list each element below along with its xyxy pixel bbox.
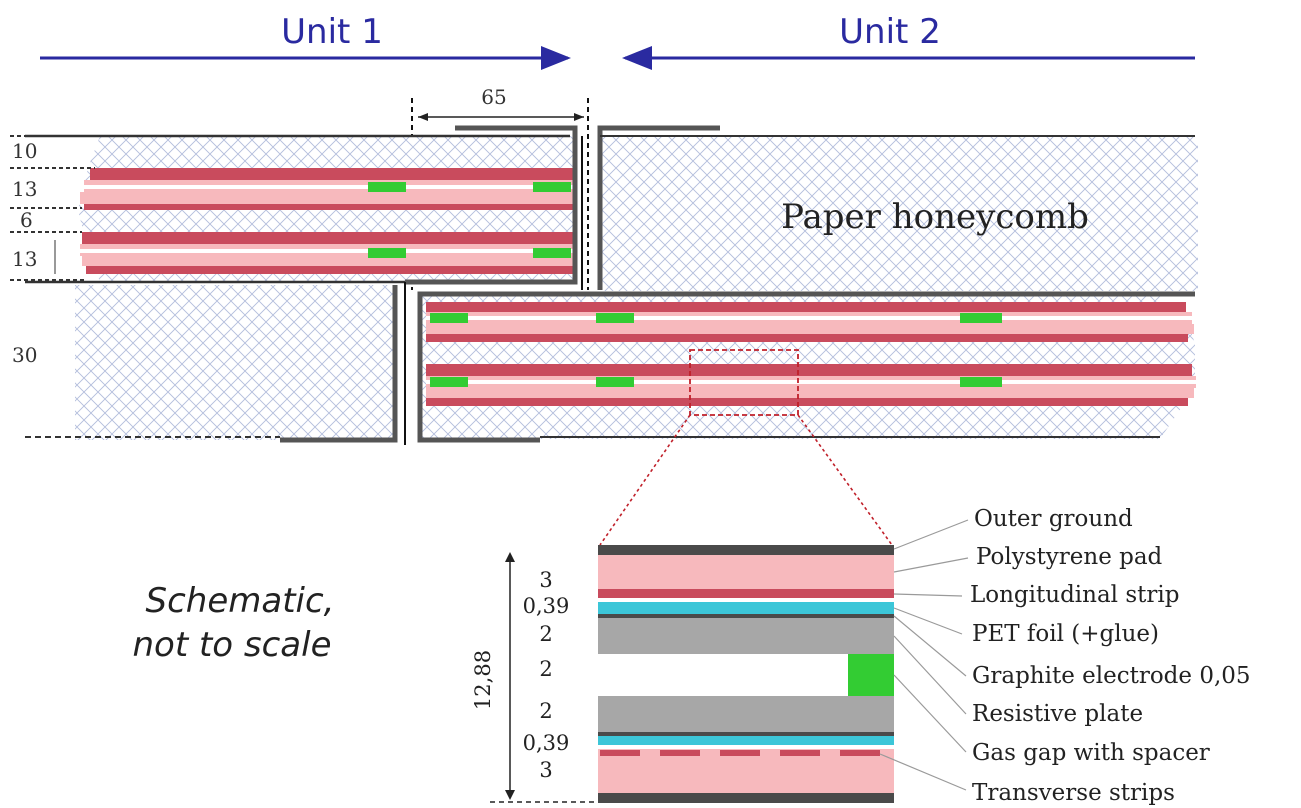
unit-1-panel <box>25 125 583 290</box>
layer-pet-top <box>598 602 894 614</box>
layer-spacer <box>848 654 894 696</box>
transverse-strip <box>840 750 880 756</box>
thickness-resistive-bottom: 2 <box>539 699 552 723</box>
transverse-strip <box>780 750 820 756</box>
layer-resistive-top <box>598 618 894 654</box>
zoom-indicator <box>599 349 893 546</box>
transverse-strip <box>720 750 760 756</box>
label-graphite-electrode: Graphite electrode 0,05 <box>972 663 1251 689</box>
label-resistive-plate: Resistive plate <box>972 701 1143 727</box>
dim-honeycomb: 30 <box>12 343 37 367</box>
overlap-value: 65 <box>481 85 506 109</box>
label-longitudinal-strip: Longitudinal strip <box>970 582 1179 608</box>
transverse-strip <box>660 750 700 756</box>
layer-outer-ground-bottom <box>598 793 894 803</box>
unit-2-honeycomb-block <box>597 125 1198 291</box>
leader-lines <box>879 519 969 791</box>
layer-longitudinal-strip <box>598 589 894 598</box>
label-pet-foil: PET foil (+glue) <box>972 621 1159 647</box>
layer-electrode-bottom <box>598 732 894 736</box>
thickness-polystyrene-top: 3 <box>539 568 552 592</box>
unit-1-label: Unit 1 <box>281 12 383 52</box>
layer-gas-gap <box>598 654 894 696</box>
layer-electrode-top <box>598 614 894 618</box>
total-thickness-dimension <box>490 552 598 803</box>
note-line-1: Schematic, <box>146 581 335 621</box>
total-thickness-value: 12,88 <box>471 650 495 710</box>
honeycomb-label: Paper honeycomb <box>781 197 1089 237</box>
transverse-strip <box>600 750 640 756</box>
thickness-polystyrene-bottom: 3 <box>539 758 552 782</box>
layer-polystyrene-top <box>598 555 894 589</box>
unit-1-spacers <box>368 182 571 258</box>
thickness-gas-gap: 2 <box>539 657 552 681</box>
thickness-pet-top: 0,39 <box>523 594 570 618</box>
dim-ground-to-strip: 10 <box>12 139 37 163</box>
left-dimensions <box>10 135 95 281</box>
dim-between-gaps: 6 <box>20 208 33 232</box>
dim-lower-gap: 13 <box>12 247 37 271</box>
unit-2-panel <box>417 291 1200 443</box>
overlap-dimension <box>411 98 589 290</box>
label-transverse-strips: Transverse strips <box>972 780 1175 806</box>
unit-1-honeycomb-block <box>25 282 406 445</box>
layer-outer-ground-top <box>598 545 894 555</box>
layer-pet-bottom <box>598 736 894 745</box>
label-outer-ground: Outer ground <box>974 506 1133 532</box>
note-line-2: not to scale <box>132 625 331 665</box>
label-polystyrene-pad: Polystyrene pad <box>976 544 1163 570</box>
layer-stack <box>598 545 894 803</box>
unit-2-label: Unit 2 <box>839 12 941 52</box>
layer-polystyrene-bottom <box>598 757 894 793</box>
layer-resistive-bottom <box>598 696 894 732</box>
dim-upper-gap: 13 <box>12 177 37 201</box>
label-gas-gap: Gas gap with spacer <box>972 740 1210 766</box>
thickness-resistive-top: 2 <box>539 622 552 646</box>
unit-2-spacers <box>430 313 1002 387</box>
thickness-pet-bottom: 0,39 <box>523 731 570 755</box>
